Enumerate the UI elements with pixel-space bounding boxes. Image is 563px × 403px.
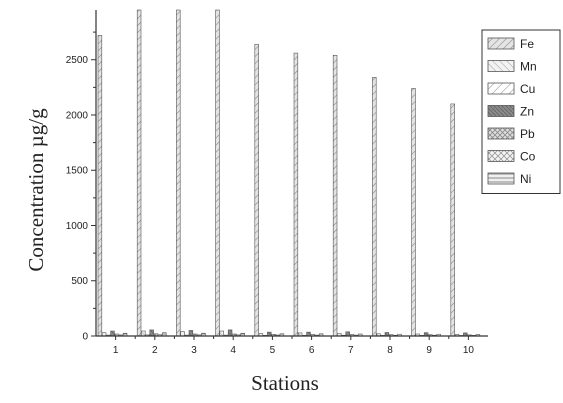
legend-item-ni: Ni (487, 172, 531, 186)
legend-swatch-ni (487, 172, 515, 185)
legend-item-fe: Fe (487, 37, 534, 51)
legend-label-mn: Mn (520, 60, 537, 74)
legend-item-pb: Pb (487, 127, 535, 141)
bar-group-station-1 (97, 35, 128, 337)
bar-zn-station-4 (227, 329, 233, 337)
y-tick-label: 2500 (66, 55, 89, 66)
bar-mn-station-2 (141, 330, 146, 337)
x-tick-label-5: 5 (270, 345, 276, 356)
y-axis-label: Concentration µg/g (24, 108, 48, 272)
legend-label-pb: Pb (520, 127, 535, 141)
legend-swatch-fe (487, 37, 515, 50)
x-tick-label-9: 9 (426, 345, 432, 356)
legend-label-cu: Cu (520, 82, 535, 96)
bar-group-station-3 (176, 9, 206, 337)
bar-fe-station-1 (97, 35, 103, 337)
legend-label-fe: Fe (520, 37, 534, 51)
legend-swatch-zn (487, 105, 515, 117)
bar-group-station-6 (293, 52, 324, 337)
legend: Fe Mn Cu Zn Pb Co Ni (481, 29, 561, 194)
bar-fe-station-2 (136, 9, 142, 337)
y-tick-label: 500 (71, 276, 88, 287)
bar-group-station-5 (254, 43, 285, 337)
x-axis-label: Stations (251, 371, 319, 395)
axes: 0 500 1000 1500 2000 2500 1 2 3 4 5 6 7 8 9 10 (66, 10, 488, 356)
legend-label-zn: Zn (520, 105, 534, 119)
x-tick-label-2: 2 (152, 345, 158, 356)
legend-swatch-mn (487, 60, 515, 72)
y-tick-label: 0 (82, 332, 88, 343)
bar-fe-station-5 (254, 43, 259, 337)
bar-fe-station-8 (372, 77, 377, 337)
legend-label-ni: Ni (520, 172, 531, 186)
x-tick-label-4: 4 (230, 345, 236, 356)
y-tick-label: 2000 (66, 110, 89, 121)
bar-zn-station-2 (149, 329, 154, 337)
legend-swatch-co (487, 150, 515, 162)
x-tick-label-1: 1 (113, 345, 119, 356)
x-tick-label-6: 6 (309, 345, 315, 356)
bar-fe-station-6 (293, 52, 299, 337)
bar-mn-station-3 (180, 331, 185, 337)
bar-fe-station-7 (332, 55, 338, 337)
legend-item-zn: Zn (487, 105, 534, 119)
bar-mn-station-4 (219, 330, 224, 337)
bar-fe-station-4 (215, 9, 220, 337)
y-tick-label: 1500 (66, 166, 89, 177)
bar-group-station-4 (215, 9, 245, 337)
legend-swatch-pb (487, 127, 515, 140)
y-tick-label: 1000 (66, 221, 89, 232)
plot-area (97, 9, 481, 337)
legend-item-cu: Cu (487, 82, 535, 96)
bar-group-station-2 (136, 9, 167, 337)
legend-item-mn: Mn (487, 60, 537, 74)
x-tick-label-8: 8 (387, 345, 393, 356)
bar-group-station-7 (332, 55, 363, 337)
bar-fe-station-3 (176, 9, 181, 337)
bar-zn-station-7 (345, 331, 350, 337)
x-tick-label-10: 10 (463, 345, 475, 356)
x-tick-label-7: 7 (348, 345, 354, 356)
legend-item-co: Co (487, 150, 536, 164)
bar-fe-station-9 (411, 88, 416, 337)
bar-fe-station-10 (450, 103, 455, 337)
bar-group-station-9 (411, 88, 441, 337)
bar-group-station-10 (450, 103, 481, 337)
bar-group-station-8 (372, 77, 402, 337)
legend-label-co: Co (520, 150, 536, 164)
bar-zn-station-3 (188, 330, 194, 337)
x-tick-label-3: 3 (191, 345, 197, 356)
bar-zn-station-1 (110, 330, 115, 337)
legend-swatch-cu (487, 82, 515, 95)
